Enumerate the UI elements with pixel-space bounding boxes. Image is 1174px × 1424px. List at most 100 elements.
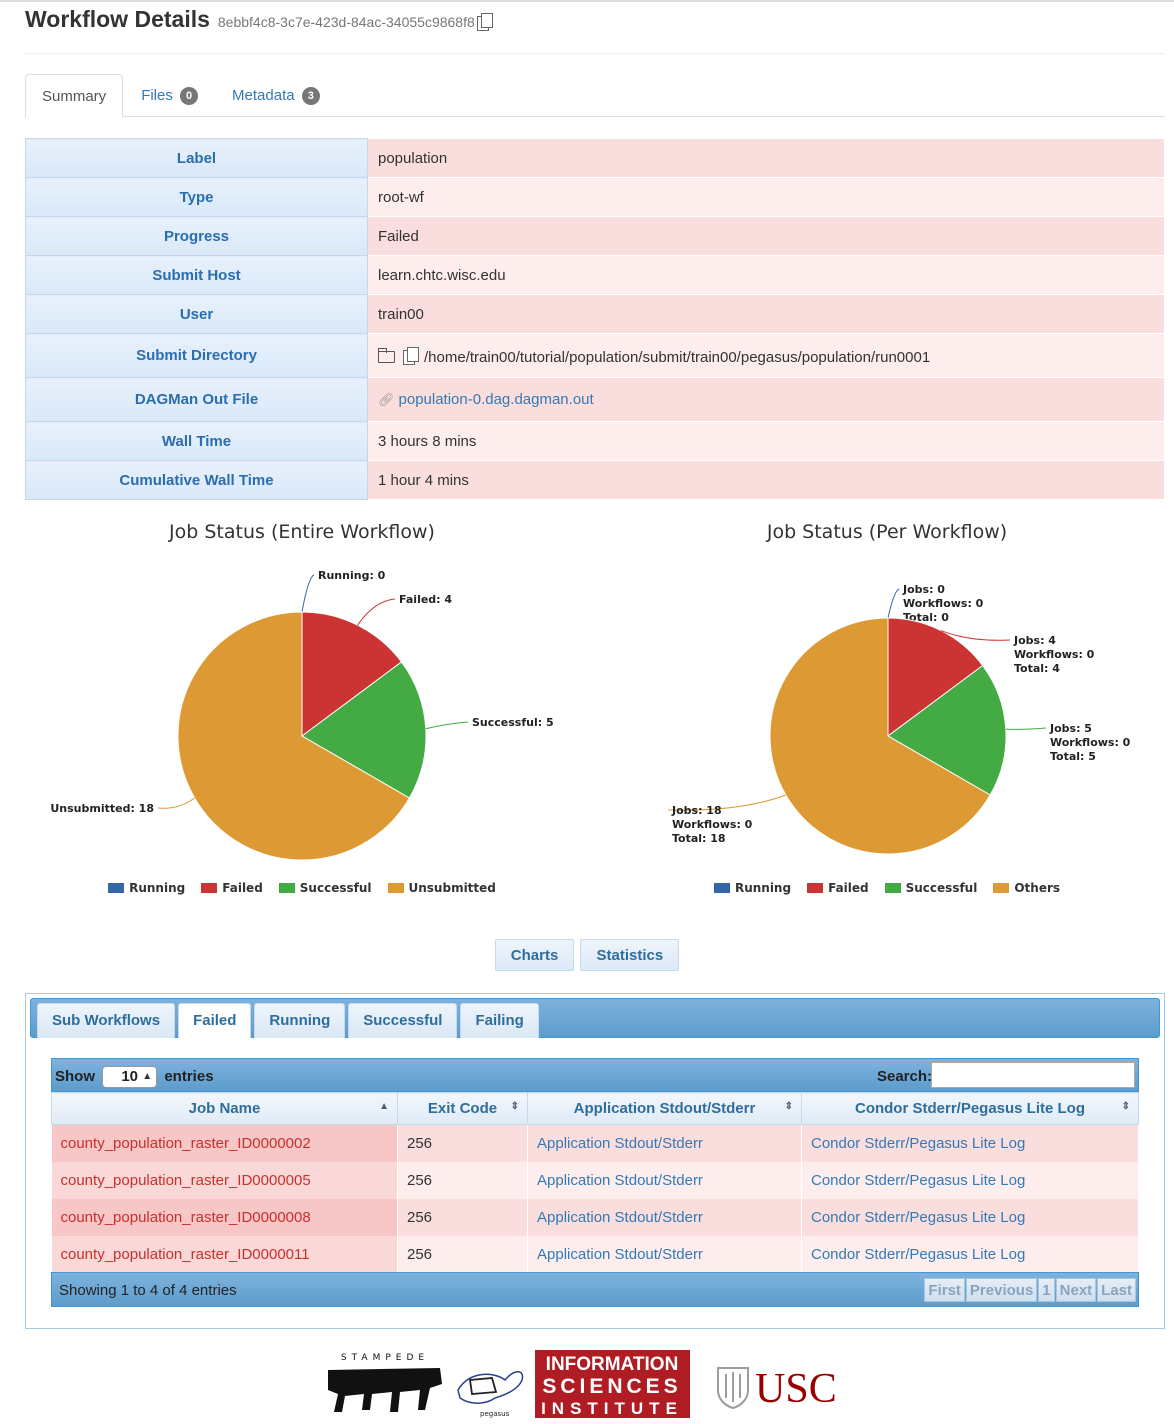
entries-select[interactable]: 10 ▲	[102, 1066, 158, 1088]
summary-key: Submit Directory	[25, 333, 368, 378]
copy-icon[interactable]	[403, 346, 419, 365]
col-condor-log[interactable]: Condor Stderr/Pegasus Lite Log ⇕	[801, 1092, 1139, 1125]
entries-select-value: 10	[121, 1068, 139, 1085]
summary-row-host: Submit Host learn.chtc.wisc.edu	[25, 255, 1165, 295]
tab-running[interactable]: Running	[254, 1003, 346, 1038]
metadata-count-badge: 3	[301, 87, 320, 105]
tab-failing[interactable]: Failing	[460, 1003, 539, 1038]
summary-value: root-wf	[367, 177, 1165, 217]
legend-item-failed[interactable]: Failed	[807, 881, 869, 895]
stampede-text: STAMPEDE	[341, 1353, 429, 1363]
pie-svg: Running: 0 Failed: 4 Successful: 5 Unsubmit…	[50, 569, 554, 861]
job-name-link[interactable]: county_population_raster_ID0000005	[60, 1171, 311, 1189]
exit-code-cell: 256	[397, 1235, 528, 1273]
summary-value: Failed	[367, 216, 1165, 256]
jobs-panel: Sub Workflows Failed Running Successful …	[25, 993, 1165, 1329]
legend-item-successful[interactable]: Successful	[278, 881, 372, 895]
pie-label: Total: 5	[1050, 750, 1096, 763]
summary-key: Submit Host	[25, 255, 368, 295]
app-stdout-link[interactable]: Application Stdout/Stderr	[537, 1134, 703, 1152]
pager-previous[interactable]: Previous	[965, 1278, 1038, 1302]
statistics-button[interactable]: Statistics	[580, 939, 680, 971]
job-name-link[interactable]: county_population_raster_ID0000008	[60, 1208, 311, 1226]
tab-successful[interactable]: Successful	[348, 1003, 458, 1038]
tab-sub-workflows[interactable]: Sub Workflows	[37, 1003, 176, 1038]
pie-label: Jobs: 5	[1049, 722, 1092, 735]
pager-last[interactable]: Last	[1097, 1278, 1136, 1302]
table-row: county_population_raster_ID0000002 256 A…	[51, 1124, 1139, 1162]
legend-label: Running	[129, 881, 186, 895]
condor-log-link[interactable]: Condor Stderr/Pegasus Lite Log	[811, 1208, 1026, 1226]
legend-swatch	[387, 883, 404, 893]
chart-legend: Running Failed Successful Unsubmitted	[22, 881, 582, 895]
app-stdout-link[interactable]: Application Stdout/Stderr	[537, 1171, 703, 1189]
isi-logo: INFORMATION SCIENCES INSTITUTE	[535, 1350, 690, 1418]
pie-slice-failed[interactable]	[301, 611, 403, 737]
pie-label: Workflows: 0	[1050, 736, 1131, 749]
pie-slice-others[interactable]	[769, 617, 991, 855]
job-name-cell: county_population_raster_ID0000002	[51, 1124, 398, 1162]
sort-asc-icon: ▲	[379, 1101, 389, 1112]
legend-item-running[interactable]: Running	[713, 881, 792, 895]
tab-summary[interactable]: Summary	[25, 74, 124, 118]
legend-label: Running	[734, 881, 792, 895]
exit-code-cell: 256	[397, 1124, 528, 1162]
legend-item-successful[interactable]: Successful	[884, 881, 977, 895]
table-row: county_population_raster_ID0000008 256 A…	[51, 1198, 1139, 1236]
pie-label: Running: 0	[318, 569, 386, 582]
exit-code-cell: 256	[397, 1161, 528, 1199]
condor-log-link[interactable]: Condor Stderr/Pegasus Lite Log	[811, 1171, 1026, 1189]
summary-value: learn.chtc.wisc.edu	[367, 255, 1165, 295]
col-job-name[interactable]: Job Name ▲	[51, 1092, 398, 1125]
copy-icon[interactable]	[476, 13, 493, 31]
job-status-entire-chart: Job Status (Entire Workflow) Running: 0 F…	[22, 516, 582, 906]
top-border	[0, 0, 1174, 2]
search-input[interactable]	[931, 1062, 1135, 1088]
table-row: county_population_raster_ID0000011 256 A…	[51, 1235, 1139, 1273]
condor-log-link[interactable]: Condor Stderr/Pegasus Lite Log	[811, 1134, 1026, 1152]
summary-key: Label	[25, 138, 368, 178]
legend-swatch	[278, 883, 295, 893]
legend-swatch	[713, 883, 730, 893]
legend-item-running[interactable]: Running	[108, 881, 185, 895]
sort-icon: ⇕	[510, 1101, 519, 1112]
pager-first[interactable]: First	[924, 1278, 965, 1302]
summary-key: DAGMan Out File	[25, 377, 368, 422]
col-app-stdout[interactable]: Application Stdout/Stderr ⇕	[527, 1092, 802, 1125]
condor-log-link[interactable]: Condor Stderr/Pegasus Lite Log	[811, 1245, 1026, 1263]
pie-slice-successful[interactable]	[301, 661, 427, 799]
summary-table: Label population Type root-wf Progress Fail…	[25, 138, 1165, 500]
summary-row-type: Type root-wf	[25, 177, 1165, 217]
job-name-link[interactable]: county_population_raster_ID0000002	[60, 1134, 311, 1152]
legend-item-failed[interactable]: Failed	[201, 881, 263, 895]
pager-next[interactable]: Next	[1055, 1278, 1097, 1302]
tab-metadata[interactable]: Metadata 3	[216, 74, 336, 117]
summary-value: 3 hours 8 mins	[367, 421, 1165, 461]
pie-label: Workflows: 0	[903, 597, 984, 610]
dagman-out-link[interactable]: population-0.dag.dagman.out	[398, 391, 594, 408]
app-stdout-link[interactable]: Application Stdout/Stderr	[537, 1208, 703, 1226]
col-exit-code[interactable]: Exit Code ⇕	[397, 1092, 528, 1125]
charts-button[interactable]: Charts	[494, 939, 575, 971]
legend-item-unsubmitted[interactable]: Unsubmitted	[387, 881, 496, 895]
pie-slice-failed[interactable]	[887, 617, 984, 737]
pagination: First Previous 1 Next Last	[923, 1278, 1136, 1302]
tab-files[interactable]: Files 0	[125, 74, 214, 117]
pie-leader-line	[1005, 727, 1047, 730]
legend-item-others[interactable]: Others	[993, 881, 1060, 895]
summary-value: 1 hour 4 mins	[367, 460, 1165, 500]
pegasus-logo: pegasus	[457, 1371, 524, 1418]
table-footer: Showing 1 to 4 of 4 entries First Previo…	[51, 1272, 1139, 1307]
legend-label: Failed	[222, 881, 263, 895]
tab-bar: Summary Files 0 Metadata 3	[25, 74, 1165, 118]
pager-page-1[interactable]: 1	[1038, 1278, 1055, 1302]
tab-failed[interactable]: Failed	[178, 1003, 252, 1038]
legend-label: Others	[1014, 881, 1061, 895]
job-name-link[interactable]: county_population_raster_ID0000011	[60, 1245, 310, 1263]
summary-row-label: Label population	[25, 138, 1165, 178]
condor-log-cell: Condor Stderr/Pegasus Lite Log	[801, 1198, 1139, 1236]
app-stdout-link[interactable]: Application Stdout/Stderr	[537, 1245, 703, 1263]
folder-icon[interactable]	[378, 347, 395, 363]
job-name-cell: county_population_raster_ID0000005	[51, 1161, 398, 1199]
